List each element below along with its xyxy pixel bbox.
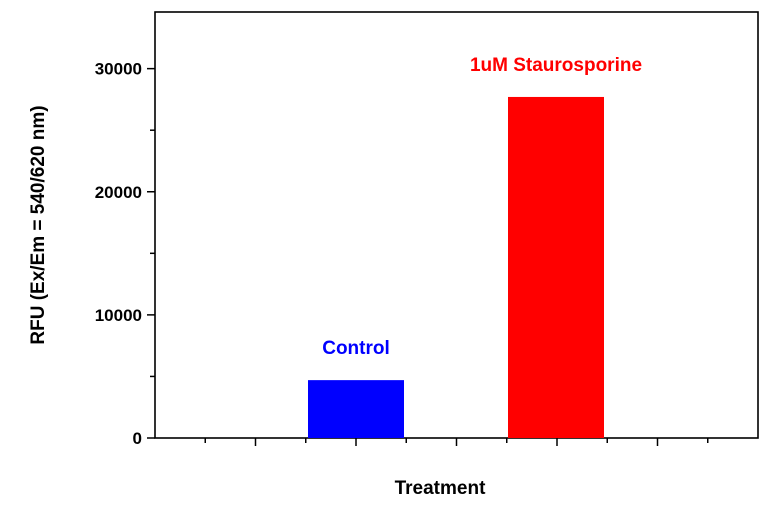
- bars: [308, 96, 604, 438]
- bar-control: [308, 380, 404, 438]
- y-axis-title: RFU (Ex/Em = 540/620 nm): [28, 105, 49, 344]
- plot-frame: [154, 11, 759, 439]
- bar-labels: Control 1uM Staurosporine: [322, 55, 642, 359]
- y-axis-ticks: 0 10000 20000 30000: [95, 60, 155, 448]
- bar-staurosporine: [508, 96, 604, 438]
- bar-label: 1uM Staurosporine: [470, 55, 642, 76]
- x-axis-title: Treatment: [395, 478, 486, 499]
- x-axis-ticks: [204, 438, 709, 446]
- y-tick-label: 30000: [95, 60, 142, 79]
- y-tick-label: 10000: [95, 306, 142, 325]
- bar-label: Control: [322, 338, 390, 359]
- y-tick-label: 0: [133, 429, 142, 448]
- y-tick-label: 20000: [95, 183, 142, 202]
